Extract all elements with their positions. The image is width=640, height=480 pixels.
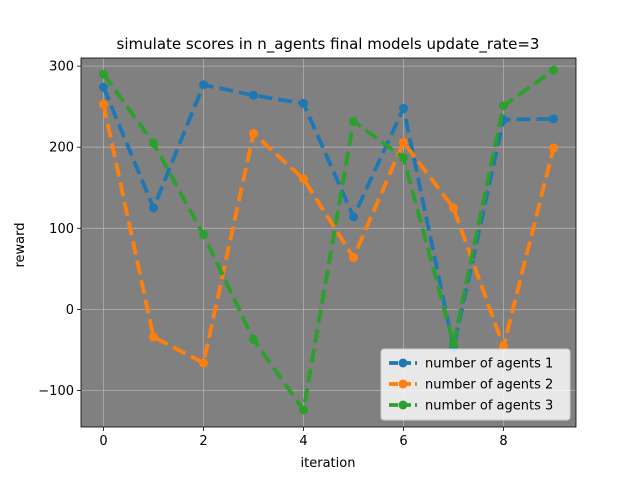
y-tick-label: 100 xyxy=(49,222,74,237)
data-point xyxy=(99,82,108,92)
series-2 xyxy=(99,99,558,368)
data-point xyxy=(449,338,458,348)
data-point xyxy=(199,230,208,240)
legend-marker xyxy=(398,400,408,410)
x-tick-label: 8 xyxy=(499,434,507,449)
data-point xyxy=(549,143,558,153)
data-point xyxy=(199,80,208,90)
data-point xyxy=(299,174,308,184)
x-tick-label: 0 xyxy=(99,434,107,449)
data-point xyxy=(249,334,258,344)
grid xyxy=(81,58,576,427)
y-tick-label: 300 xyxy=(49,60,74,75)
y-tick-label: 0 xyxy=(66,303,74,318)
x-tick-label: 4 xyxy=(299,434,307,449)
data-point xyxy=(149,138,158,148)
series-layer xyxy=(99,65,558,415)
series-line xyxy=(101,103,556,365)
legend-marker xyxy=(398,358,408,368)
data-point xyxy=(149,332,158,342)
data-point xyxy=(199,358,208,368)
data-point xyxy=(399,153,408,163)
y-tick-label: 200 xyxy=(49,141,74,156)
data-point xyxy=(99,69,108,79)
legend-label: number of agents 2 xyxy=(425,378,553,393)
data-point xyxy=(349,253,358,263)
y-axis-label: reward xyxy=(13,222,28,267)
data-point xyxy=(399,137,408,147)
x-tick-label: 6 xyxy=(399,434,407,449)
y-tick-label: −100 xyxy=(38,384,74,399)
data-point xyxy=(499,101,508,111)
x-axis-label: iteration xyxy=(301,456,356,471)
data-point xyxy=(349,116,358,126)
legend-label: number of agents 1 xyxy=(425,357,553,372)
data-point xyxy=(449,203,458,213)
data-point xyxy=(549,114,558,124)
data-point xyxy=(299,98,308,108)
legend: number of agents 1 number of agents 2 numb… xyxy=(380,348,571,421)
data-point xyxy=(249,128,258,138)
data-point xyxy=(249,90,258,100)
data-point xyxy=(299,405,308,415)
data-point xyxy=(99,99,108,109)
legend-box xyxy=(380,348,571,421)
series-3 xyxy=(99,65,558,415)
chart-title: simulate scores in n_agents final models… xyxy=(117,35,540,54)
data-point xyxy=(399,103,408,113)
data-point xyxy=(349,212,358,222)
axes: 0 2 4 6 8 −100 0 100 200 300 xyxy=(38,57,577,449)
legend-marker xyxy=(398,379,408,389)
x-tick-label: 2 xyxy=(199,434,207,449)
data-point xyxy=(549,65,558,75)
legend-label: number of agents 3 xyxy=(425,399,553,414)
data-point xyxy=(149,203,158,213)
series-line xyxy=(101,68,555,412)
plot-frame xyxy=(80,57,577,428)
